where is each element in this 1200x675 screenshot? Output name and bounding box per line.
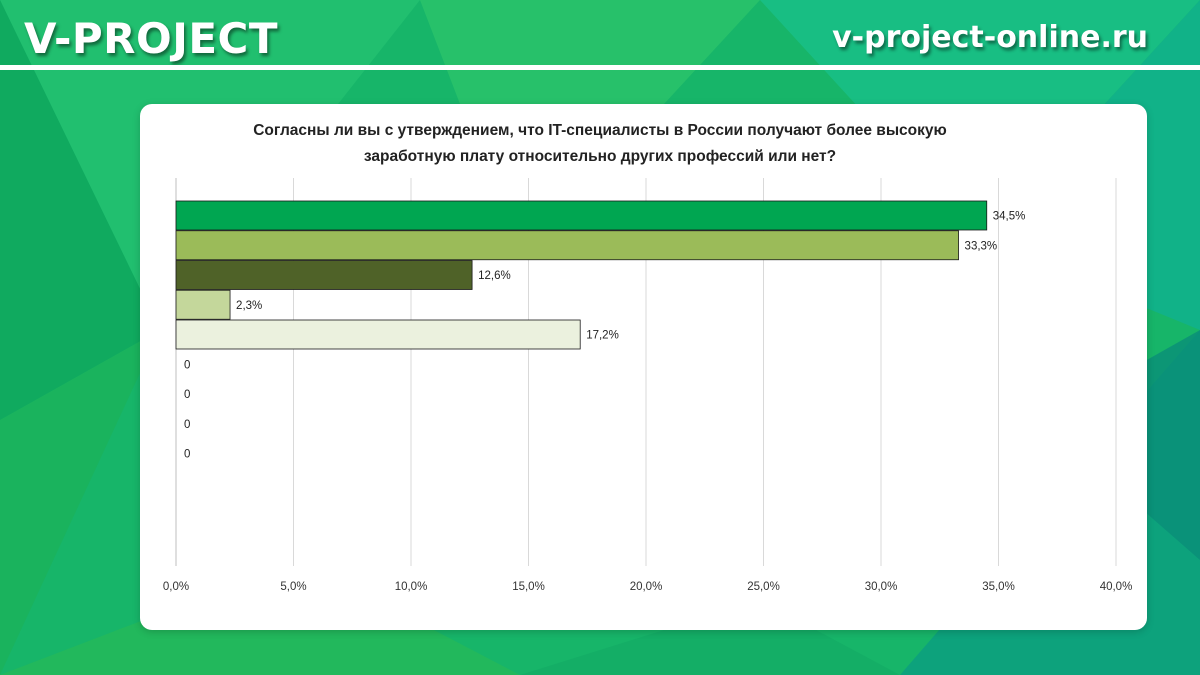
data-label: 17,2% [586, 330, 619, 342]
chart-card [140, 104, 1147, 630]
x-tick-label: 35,0% [982, 581, 1015, 593]
chart-title-line-1: Согласны ли вы с утверждением, что IT-сп… [253, 122, 947, 139]
x-tick-label: 20,0% [630, 581, 663, 593]
x-tick-label: 10,0% [395, 581, 428, 593]
data-label: 0 [184, 449, 190, 461]
brand-logo-text: V-PROJECT [24, 14, 278, 63]
bar [175, 200, 988, 231]
bar [175, 289, 231, 320]
x-tick-label: 40,0% [1100, 581, 1133, 593]
data-label: 34,5% [993, 211, 1026, 223]
data-label: 0 [184, 389, 190, 401]
chart-title-line-2: заработную плату относительно других про… [363, 148, 837, 165]
header-divider [0, 65, 1200, 70]
data-label: 2,3% [236, 300, 262, 312]
bar [175, 260, 473, 290]
data-label: 33,3% [965, 240, 998, 252]
x-tick-label: 5,0% [280, 581, 306, 593]
x-tick-label: 15,0% [512, 581, 545, 593]
data-label: 0 [184, 419, 190, 431]
bar [175, 230, 959, 261]
data-label: 0 [184, 359, 190, 371]
data-label: 12,6% [478, 270, 511, 282]
x-tick-label: 30,0% [865, 581, 898, 593]
x-tick-label: 0,0% [163, 581, 189, 593]
site-url: v-project-online.ru [832, 20, 1148, 55]
chart-title: Согласны ли вы с утверждением, что IT-сп… [0, 118, 1200, 170]
x-tick-label: 25,0% [747, 581, 780, 593]
bar [175, 319, 581, 350]
